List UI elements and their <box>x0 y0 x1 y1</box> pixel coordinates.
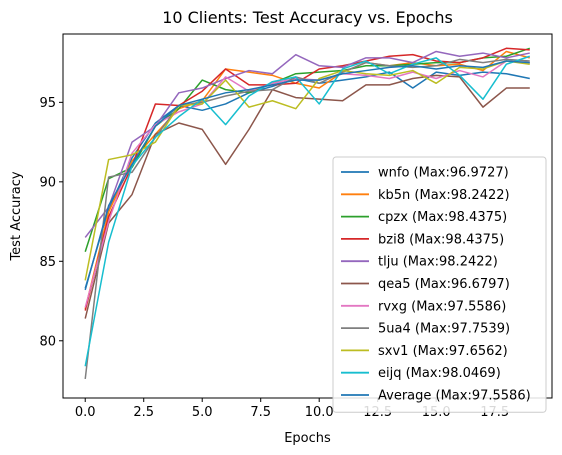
plot-frame <box>62 33 553 399</box>
legend-entry-label: sxv1 (Max:97.6562) <box>378 344 508 359</box>
series-line-9 <box>84 55 531 367</box>
x-tick-label: 10.0 <box>305 405 334 420</box>
x-axis-label: Epochs <box>284 431 331 446</box>
series-line-8 <box>84 60 530 281</box>
axes: 0.02.55.07.510.012.515.017.580859095 <box>39 33 553 420</box>
y-axis-label: Test Accuracy <box>9 171 24 261</box>
y-tick-label: 90 <box>39 175 56 190</box>
y-tick-label: 80 <box>39 334 56 349</box>
x-tick-label: 7.5 <box>250 405 271 420</box>
x-tick-label: 5.0 <box>192 405 213 420</box>
series-line-3 <box>84 47 530 311</box>
x-tick-label: 2.5 <box>133 405 154 420</box>
plot-area <box>84 47 531 380</box>
legend-entry-label: eijq (Max:98.0469) <box>378 366 501 381</box>
legend-entry-label: bzi8 (Max:98.4375) <box>378 232 504 247</box>
legend-entry-label: wnfo (Max:96.9727) <box>378 166 509 181</box>
legend-entry-label: cpzx (Max:98.4375) <box>378 210 507 225</box>
series-line-10 <box>84 60 530 291</box>
y-tick-label: 85 <box>39 255 56 270</box>
y-tick-label: 95 <box>39 96 56 111</box>
x-tick-label: 0.0 <box>75 405 96 420</box>
legend-entry-label: tlju (Max:98.2422) <box>378 255 498 270</box>
legend: wnfo (Max:96.9727) kb5n (Max:98.2422) cpzx… <box>332 156 547 413</box>
legend-entry-label: rvxg (Max:97.5586) <box>378 299 506 314</box>
legend-box <box>332 156 547 413</box>
series-line-1 <box>84 50 530 310</box>
chart-title: 10 Clients: Test Accuracy vs. Epochs <box>162 8 453 27</box>
series-line-4 <box>84 50 530 238</box>
legend-entry-label: qea5 (Max:96.6797) <box>378 277 510 292</box>
legend-entry-label: Average (Max:97.5586) <box>378 389 531 404</box>
legend-entry-label: 5ua4 (Max:97.7539) <box>378 322 510 337</box>
legend-entry-label: kb5n (Max:98.2422) <box>378 188 510 203</box>
